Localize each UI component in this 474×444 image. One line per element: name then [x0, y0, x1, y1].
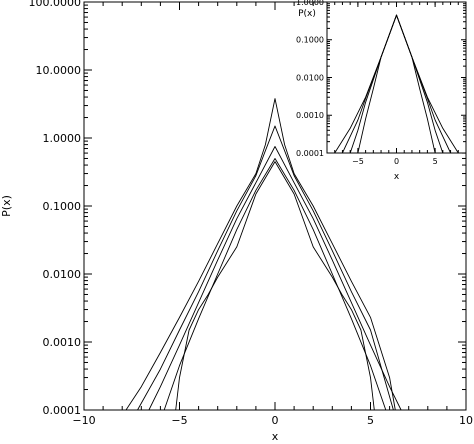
- inset-x-axis-label: x: [394, 172, 400, 182]
- inset-y-tick-label: 1.0000: [296, 0, 324, 7]
- inset-x-tick-label: 0: [394, 157, 399, 166]
- main-series-line-1: [125, 98, 396, 411]
- main-y-tick-label: 0.0001: [43, 404, 82, 417]
- main-x-tick-label: −5: [171, 414, 187, 427]
- inset-y-tick-label: 0.0010: [296, 111, 324, 120]
- inset-series-line-4: [357, 14, 436, 154]
- main-y-tick-label: 0.0100: [43, 268, 82, 281]
- main-y-axis-label: P(x): [0, 195, 13, 217]
- inset-y-tick-label: 0.1000: [296, 36, 324, 45]
- main-series-line-4: [163, 158, 387, 411]
- main-x-axis-label: x: [272, 430, 279, 443]
- inset-x-tick-label: −5: [352, 157, 364, 166]
- main-y-tick-label: 100.0000: [29, 0, 82, 9]
- main-series-line-5: [175, 161, 375, 411]
- inset-title: P(x): [298, 9, 316, 19]
- main-series-line-3: [148, 146, 402, 411]
- inset-y-tick-label: 0.0100: [296, 73, 324, 82]
- inset-background: [327, 2, 466, 153]
- inset-panel: 0.0001 0.0010 0.0100 0.1000 1.0000 −5 0 5 x P(x): [296, 0, 467, 182]
- main-x-tick-label: −10: [72, 414, 95, 427]
- main-x-tick-label: 10: [459, 414, 473, 427]
- inset-y-tick-label: 0.0001: [296, 149, 324, 158]
- main-y-tick-label: 0.0010: [43, 336, 82, 349]
- main-y-tick-label: 1.0000: [43, 132, 82, 145]
- main-series-line-2: [137, 125, 394, 411]
- inset-x-tick-label: 5: [433, 157, 438, 166]
- main-y-tick-label: 10.0000: [36, 64, 82, 77]
- main-x-tick-label: 0: [272, 414, 279, 427]
- main-y-tick-label: 0.1000: [43, 200, 82, 213]
- main-x-tick-label: 5: [367, 414, 374, 427]
